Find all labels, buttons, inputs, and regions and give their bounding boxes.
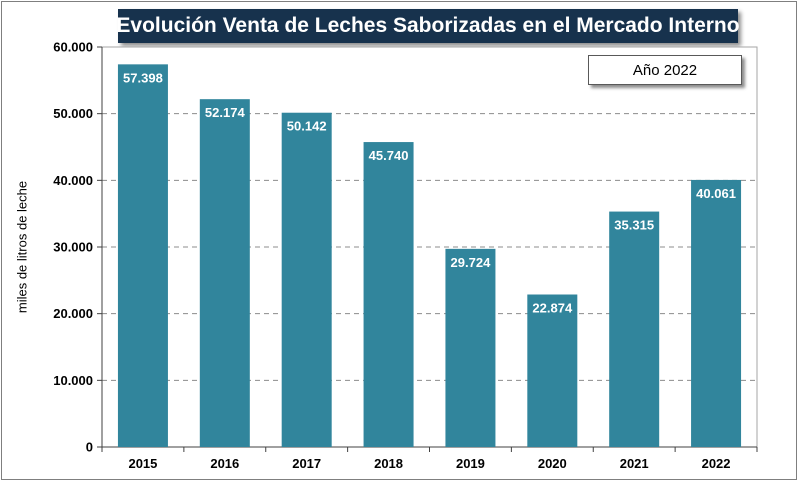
x-tick-label: 2022 — [702, 456, 731, 471]
x-tick-label: 2016 — [210, 456, 239, 471]
x-tick-label: 2017 — [292, 456, 321, 471]
data-label: 52.174 — [205, 105, 246, 120]
chart-title: Evolución Venta de Leches Saborizadas en… — [116, 9, 740, 43]
data-label: 57.398 — [123, 70, 163, 85]
bar — [363, 142, 414, 448]
data-label: 29.724 — [451, 255, 492, 270]
bar — [527, 294, 578, 447]
data-label: 40.061 — [696, 186, 736, 201]
y-tick-label: 20.000 — [53, 306, 93, 321]
data-label: 22.874 — [532, 301, 573, 316]
data-label: 45.740 — [369, 148, 409, 163]
legend-box: Año 2022 — [588, 55, 742, 85]
y-tick-label: 40.000 — [53, 173, 93, 188]
y-tick-label: 30.000 — [53, 240, 93, 255]
y-tick-label: 0 — [86, 440, 93, 455]
x-tick-label: 2015 — [128, 456, 157, 471]
data-label: 50.142 — [287, 119, 327, 134]
bar — [117, 64, 168, 447]
x-tick-label: 2019 — [456, 456, 485, 471]
x-tick-label: 2018 — [374, 456, 403, 471]
bar — [609, 211, 660, 447]
bar — [445, 248, 496, 447]
x-tick-label: 2021 — [620, 456, 649, 471]
x-tick-label: 2020 — [538, 456, 567, 471]
bar — [199, 99, 250, 447]
y-tick-label: 60.000 — [53, 40, 93, 55]
y-tick-label: 50.000 — [53, 106, 93, 121]
bar — [691, 179, 742, 447]
data-label: 35.315 — [614, 218, 654, 233]
y-tick-label: 10.000 — [53, 373, 93, 388]
bar — [281, 112, 332, 447]
